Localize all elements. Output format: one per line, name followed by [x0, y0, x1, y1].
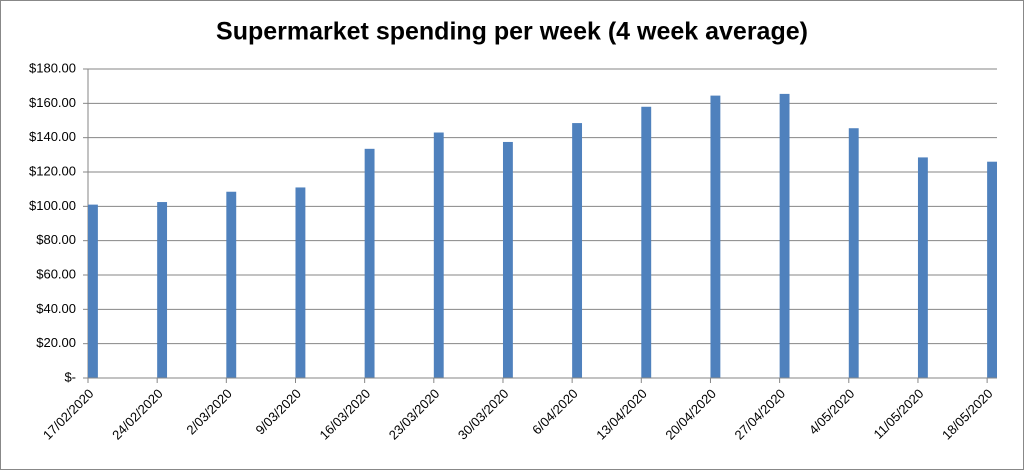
bar — [226, 191, 237, 378]
y-tick-label: $180.00 — [29, 60, 76, 75]
bar — [641, 106, 652, 379]
y-tick-label: $20.00 — [36, 335, 76, 350]
y-tick-label: $100.00 — [29, 198, 76, 213]
y-tick-label: $140.00 — [29, 129, 76, 144]
bar — [157, 202, 168, 378]
bar — [502, 141, 513, 378]
bar — [917, 157, 928, 378]
y-tick-label: $40.00 — [36, 301, 76, 316]
bar — [433, 132, 444, 378]
bar — [295, 187, 306, 378]
bar — [710, 95, 721, 378]
bar — [572, 123, 583, 378]
bar — [88, 204, 98, 378]
chart-title: Supermarket spending per week (4 week av… — [216, 18, 808, 46]
y-tick-label: $- — [64, 369, 76, 384]
bar — [848, 128, 859, 378]
y-tick-label: $120.00 — [29, 163, 76, 178]
bar — [779, 93, 790, 379]
bar — [987, 161, 997, 378]
y-tick-label: $160.00 — [29, 95, 76, 110]
y-tick-label: $60.00 — [36, 266, 76, 281]
y-tick-label: $80.00 — [36, 232, 76, 247]
bar — [364, 148, 375, 378]
